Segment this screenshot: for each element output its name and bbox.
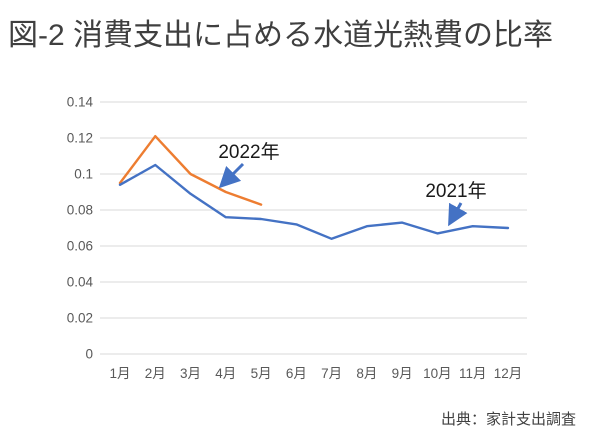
- annotation-arrow: [218, 162, 245, 189]
- y-axis-tick-label: 0.08: [67, 203, 93, 218]
- x-axis-month-label: 7月: [321, 366, 342, 381]
- x-axis-month-label: 8月: [356, 366, 377, 381]
- series-line-2021: [118, 163, 510, 241]
- x-axis-month-label: 5月: [251, 366, 272, 381]
- y-axis-tick-label: 0.04: [67, 275, 94, 290]
- x-axis-month-label: 6月: [286, 366, 307, 381]
- y-axis-tick-label: 0.02: [67, 311, 93, 326]
- x-axis-month-label: 3月: [180, 366, 201, 381]
- x-axis-month-label: 9月: [392, 366, 413, 381]
- x-axis-month-label: 12月: [494, 366, 523, 381]
- x-axis-month-label: 11月: [459, 366, 487, 381]
- annotation-arrow: [448, 202, 468, 227]
- y-axis-tick-label: 0.06: [67, 239, 93, 254]
- y-axis-tick-label: 0: [85, 347, 93, 362]
- chart-title: 図-2 消費支出に占める水道光熱費の比率: [8, 19, 554, 52]
- y-axis-tick-label: 0.14: [67, 95, 94, 110]
- series-line-2022: [118, 134, 263, 206]
- x-axis-month-label: 10月: [423, 366, 452, 381]
- x-axis-month-label: 4月: [215, 366, 236, 381]
- series-label: 2021年: [425, 180, 486, 202]
- source-note: 出典：家計支出調査: [440, 411, 576, 428]
- x-axis-month-label: 2月: [145, 366, 166, 381]
- x-axis-month-label: 1月: [109, 366, 130, 381]
- y-axis-tick-label: 0.12: [67, 131, 93, 146]
- y-axis-tick-label: 0.1: [74, 167, 93, 182]
- series-label: 2022年: [218, 141, 279, 163]
